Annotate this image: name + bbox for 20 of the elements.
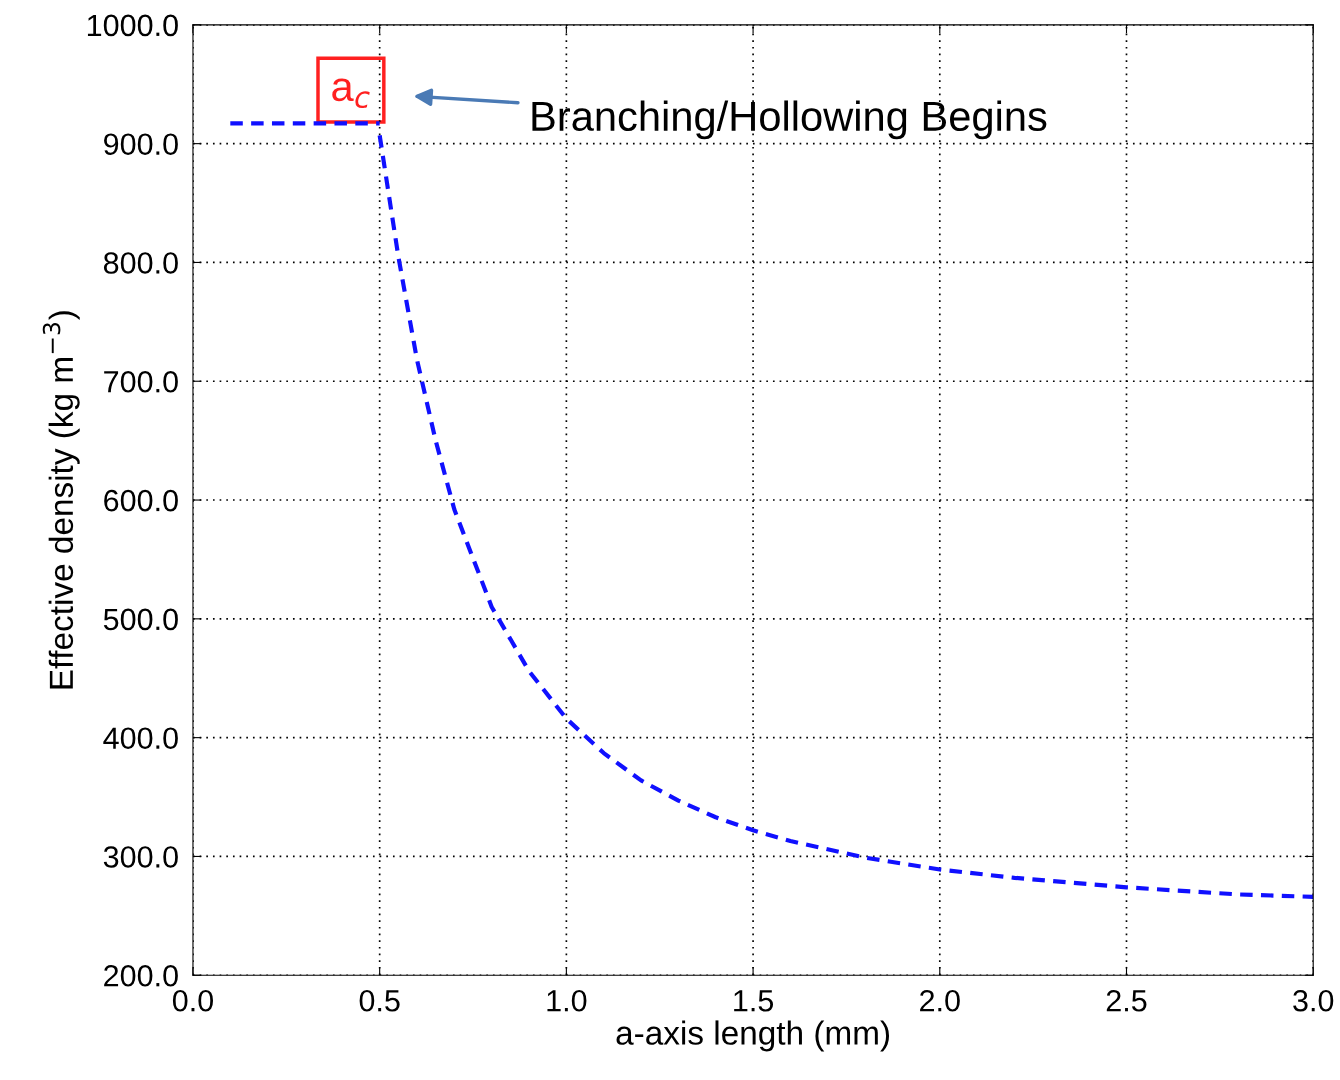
x-tick-label: 1.5 [734, 990, 774, 1012]
y-tick-label: 300.0 [103, 846, 178, 868]
y-tick-label: 400.0 [103, 727, 178, 750]
x-axis-title: a-axis length (mm) [616, 1020, 890, 1052]
y-tick-label: 500.0 [103, 608, 178, 631]
y-tick-label: 900.0 [104, 133, 178, 156]
x-tick-label: 2.0 [920, 989, 960, 1012]
annotation: Branching/Hollowing Begins [532, 100, 1047, 140]
x-tick-label: 3.0 [1293, 989, 1334, 1012]
x-tick-label: 0.0 [172, 989, 213, 1012]
y-tick-label: 800.0 [103, 252, 178, 274]
y-axis-title: Effective density (kg m$^{−3}$) [42, 311, 80, 689]
y-tick-label: 200.0 [104, 964, 178, 987]
x-tick-label: 0.5 [359, 989, 400, 1012]
y-tick-label: 700.0 [104, 370, 178, 393]
y-tick-label: 1000.0 [87, 14, 178, 37]
x-tick-label: 1.0 [547, 989, 587, 1012]
y-tick-label: 600.0 [104, 489, 178, 512]
x-tick-label: 2.5 [1106, 989, 1147, 1012]
annotation: a$_{c}$ [332, 78, 370, 109]
